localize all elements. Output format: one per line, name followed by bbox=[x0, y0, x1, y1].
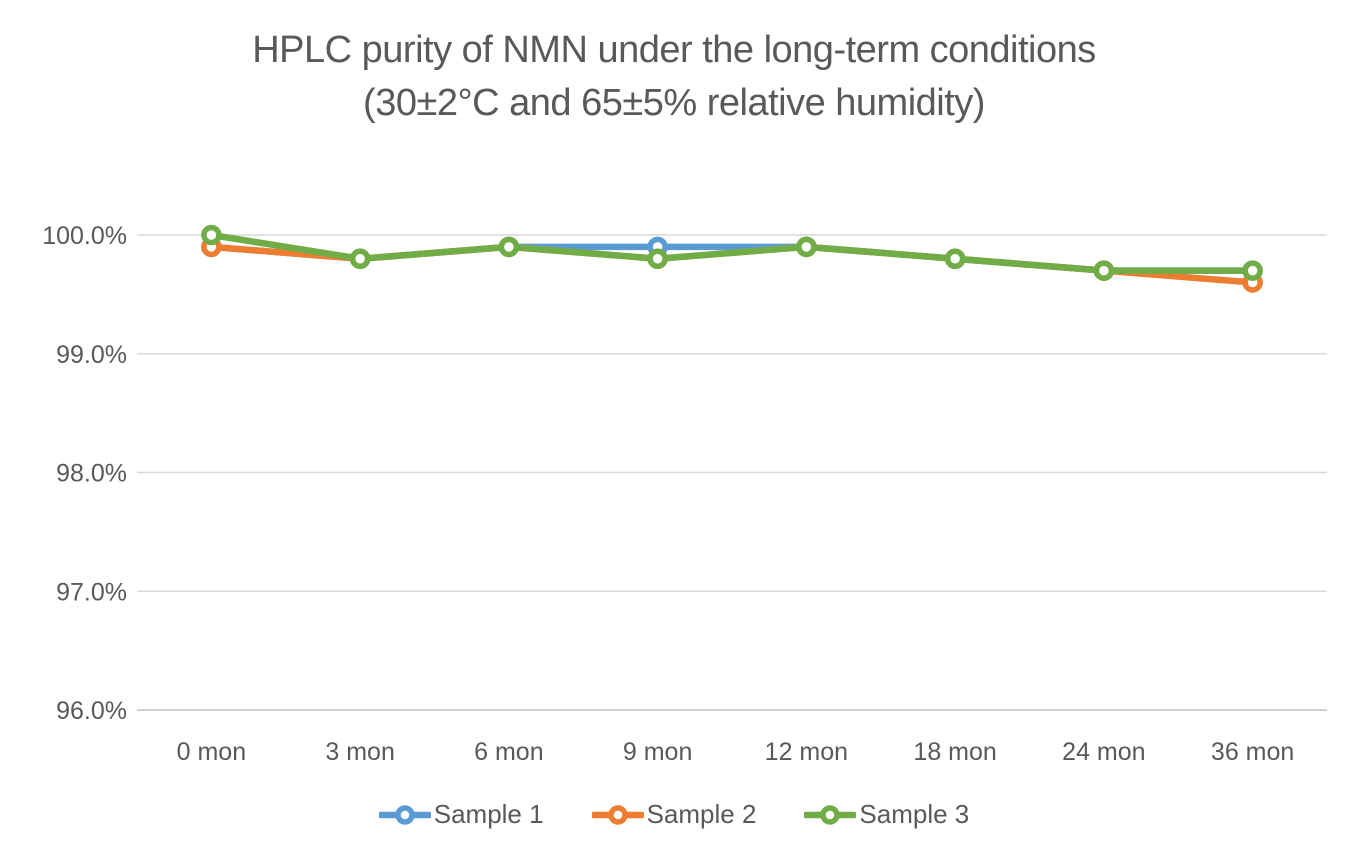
y-tick-label: 100.0% bbox=[42, 222, 127, 250]
chart-title-line-2: (30±2°C and 65±5% relative humidity) bbox=[363, 82, 985, 124]
series-marker-icon bbox=[591, 804, 644, 825]
data-point-marker-sample-3 bbox=[1242, 260, 1263, 281]
series-line-sample-3 bbox=[208, 231, 1256, 274]
data-point-marker-sample-3 bbox=[944, 248, 966, 269]
chart-legend: Sample 1 Sample 2 Sample 3 bbox=[0, 799, 1348, 830]
legend-item-sample-3: Sample 3 bbox=[804, 799, 969, 830]
chart-title-line-1: HPLC purity of NMN under the long-term c… bbox=[252, 29, 1096, 71]
series-marker-icon bbox=[804, 804, 857, 825]
y-tick-label: 96.0% bbox=[56, 697, 127, 725]
data-point-marker-sample-3 bbox=[349, 248, 371, 269]
x-tick-label: 3 mon bbox=[325, 738, 394, 766]
y-tick-label: 98.0% bbox=[56, 460, 127, 488]
x-tick-label: 36 mon bbox=[1211, 738, 1294, 766]
legend-item-sample-1: Sample 1 bbox=[378, 799, 544, 830]
x-tick-label: 18 mon bbox=[913, 738, 996, 766]
legend-item-sample-2: Sample 2 bbox=[591, 799, 757, 830]
data-point-marker-sample-3 bbox=[201, 224, 222, 246]
x-tick-label: 12 mon bbox=[765, 738, 848, 766]
legend-label: Sample 2 bbox=[646, 799, 757, 829]
legend-label: Sample 1 bbox=[433, 799, 544, 829]
legend-label: Sample 3 bbox=[859, 799, 970, 829]
x-tick-label: 9 mon bbox=[623, 738, 692, 766]
y-tick-label: 99.0% bbox=[56, 341, 127, 369]
x-tick-label: 24 mon bbox=[1062, 738, 1145, 766]
data-point-marker-sample-3 bbox=[1093, 260, 1115, 281]
chart-title: HPLC purity of NMN under the long-term c… bbox=[0, 24, 1348, 130]
y-tick-label: 97.0% bbox=[56, 578, 127, 606]
series-marker-icon bbox=[378, 804, 431, 825]
data-point-marker-sample-3 bbox=[647, 248, 668, 269]
x-tick-label: 6 mon bbox=[474, 738, 543, 766]
data-point-marker-sample-3 bbox=[796, 236, 817, 258]
x-tick-label: 0 mon bbox=[177, 738, 246, 766]
data-point-marker-sample-3 bbox=[498, 236, 520, 258]
